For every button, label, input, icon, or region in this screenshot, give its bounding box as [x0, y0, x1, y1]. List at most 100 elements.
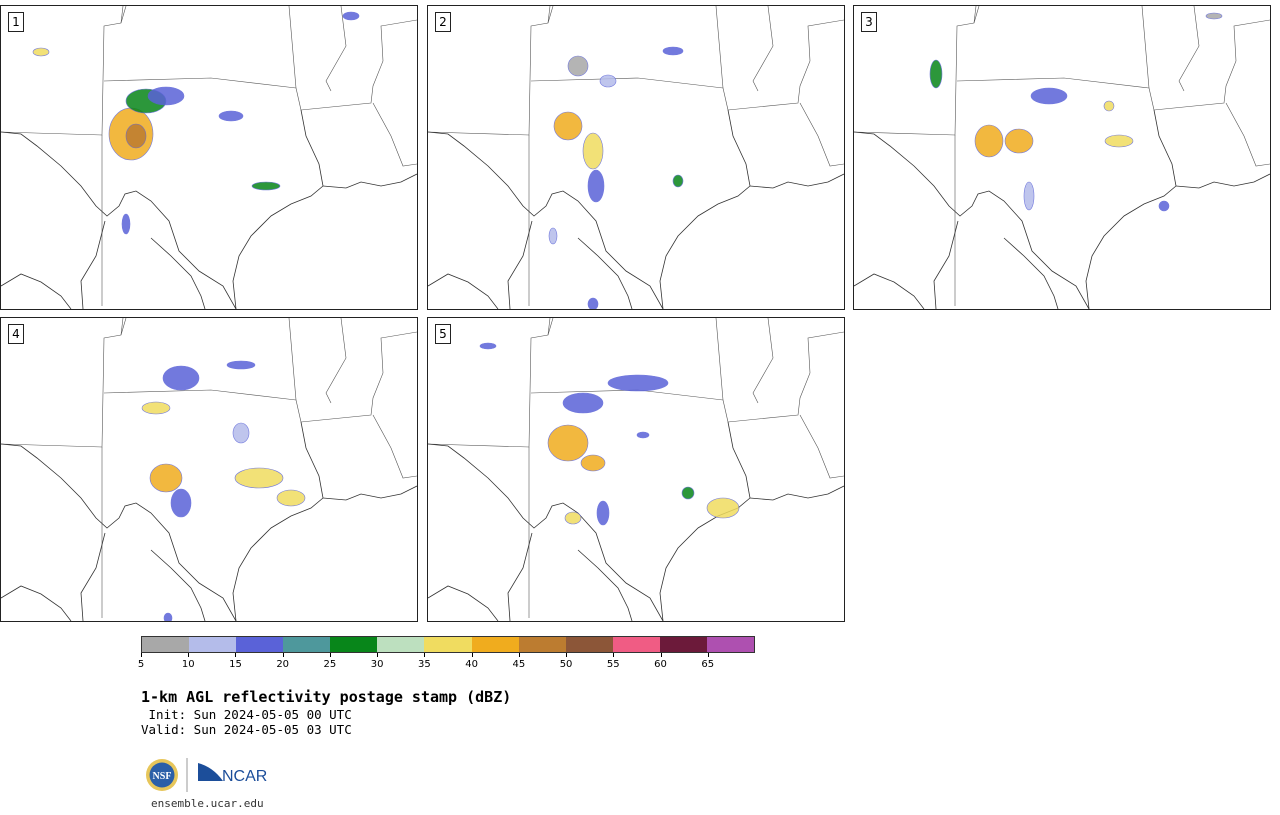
- colorbar-tick-label: 10: [181, 659, 195, 670]
- echo-region: [1103, 100, 1115, 112]
- echo-region: [170, 488, 192, 518]
- panel-2: 2: [427, 5, 845, 310]
- echo-region: [607, 374, 669, 392]
- reflectivity-map: [1, 318, 417, 621]
- colorbar-swatch: [330, 637, 378, 652]
- echo-region: [587, 297, 599, 309]
- figure-title: 1-km AGL reflectivity postage stamp (dBZ…: [141, 688, 512, 706]
- echo-region: [672, 174, 684, 188]
- panel-number: 5: [435, 324, 451, 344]
- colorbar-tick-label: 40: [465, 659, 478, 670]
- colorbar-tick-mark: [282, 653, 284, 657]
- reflectivity-colorbar: [141, 636, 755, 653]
- echo-region: [587, 169, 605, 203]
- panel-3: 3: [853, 5, 1271, 310]
- nsf-logo-text: NSF: [153, 771, 172, 782]
- panel-5: 5: [427, 317, 845, 622]
- colorbar-tick-mark: [660, 653, 662, 657]
- colorbar-swatch: [706, 637, 755, 652]
- colorbar-tick-mark: [141, 653, 142, 657]
- echo-region: [232, 422, 250, 444]
- colorbar-tick-label: 25: [323, 659, 337, 670]
- echo-region: [1158, 200, 1170, 212]
- colorbar-tick-label: 50: [559, 659, 573, 670]
- reflectivity-map: [428, 318, 844, 621]
- colorbar-tick-label: 5: [137, 659, 145, 670]
- reflectivity-map: [854, 6, 1270, 309]
- echo-region: [636, 431, 650, 439]
- echo-region: [547, 424, 589, 462]
- echo-region: [121, 213, 131, 235]
- init-time: Init: Sun 2024-05-05 00 UTC: [141, 707, 352, 722]
- colorbar-tick-label: 60: [654, 659, 667, 670]
- colorbar-tick-mark: [566, 653, 568, 657]
- echo-region: [276, 489, 306, 507]
- colorbar-swatch: [471, 637, 519, 652]
- echo-region: [218, 110, 244, 122]
- colorbar-ticks: 5 10 15 20 25 30 35 40 45 50 55 60 65: [137, 653, 755, 673]
- echo-region: [251, 181, 281, 191]
- echo-region: [226, 360, 256, 370]
- echo-region: [596, 500, 610, 526]
- echo-region: [147, 86, 185, 106]
- colorbar-tick-mark: [707, 653, 709, 657]
- ncar-logo-text: NCAR: [222, 768, 267, 785]
- colorbar-tick-mark: [424, 653, 426, 657]
- echo-region: [562, 392, 604, 414]
- colorbar-swatch: [189, 637, 237, 652]
- colorbar-swatch: [518, 637, 566, 652]
- reflectivity-map: [428, 6, 844, 309]
- echo-region: [1205, 12, 1223, 20]
- colorbar-swatch: [377, 637, 425, 652]
- echo-region: [1104, 134, 1134, 148]
- panel-1: 1: [0, 5, 418, 310]
- panel-4: 4: [0, 317, 418, 622]
- colorbar-tick-mark: [235, 653, 237, 657]
- colorbar-tick-label: 55: [606, 659, 620, 670]
- echo-region: [1004, 128, 1034, 154]
- echo-region: [567, 55, 589, 77]
- colorbar-swatch: [424, 637, 472, 652]
- echo-region: [125, 123, 147, 149]
- echo-region: [479, 342, 497, 350]
- panel-number: 2: [435, 12, 451, 32]
- colorbar-tick-label: 65: [701, 659, 715, 670]
- echo-region: [1030, 87, 1068, 105]
- echo-region: [582, 132, 604, 170]
- colorbar-tick-mark: [377, 653, 379, 657]
- panel-number: 3: [861, 12, 877, 32]
- colorbar-swatch: [659, 637, 707, 652]
- reflectivity-map: [1, 6, 417, 309]
- colorbar-swatch: [612, 637, 660, 652]
- echo-region: [974, 124, 1004, 158]
- colorbar-swatch: [565, 637, 613, 652]
- colorbar-tick-mark: [471, 653, 473, 657]
- echo-region: [342, 11, 360, 21]
- echo-region: [32, 47, 50, 57]
- echo-region: [234, 467, 284, 489]
- echo-region: [149, 463, 183, 493]
- colorbar-tick-mark: [613, 653, 615, 657]
- colorbar-tick-label: 15: [229, 659, 242, 670]
- echo-region: [163, 612, 173, 621]
- echo-region: [141, 401, 171, 415]
- nsf-ncar-logo: NSF NCAR: [146, 758, 267, 792]
- echo-region: [553, 111, 583, 141]
- echo-region: [929, 59, 943, 89]
- colorbar-swatch: [236, 637, 284, 652]
- colorbar-tick-label: 20: [276, 659, 290, 670]
- panel-number: 1: [8, 12, 24, 32]
- valid-time: Valid: Sun 2024-05-05 03 UTC: [141, 722, 352, 737]
- colorbar-swatch: [142, 637, 190, 652]
- colorbar-tick-mark: [518, 653, 520, 657]
- colorbar-tick-label: 30: [370, 659, 384, 670]
- colorbar-tick-mark: [188, 653, 190, 657]
- echo-region: [580, 454, 606, 472]
- echo-region: [706, 497, 740, 519]
- colorbar-tick-label: 35: [418, 659, 431, 670]
- echo-region: [548, 227, 558, 245]
- echo-region: [1023, 181, 1035, 211]
- website-url: ensemble.ucar.edu: [151, 797, 264, 810]
- echo-region: [681, 486, 695, 500]
- echo-region: [662, 46, 684, 56]
